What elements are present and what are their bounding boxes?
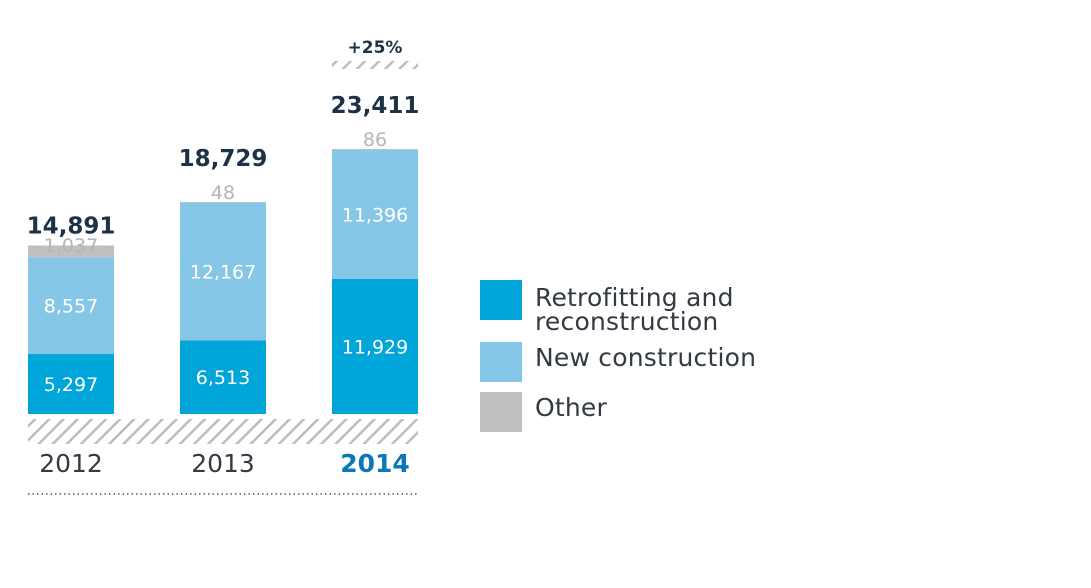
baseline-hatch-band (28, 419, 418, 444)
legend-swatch-retrofit (480, 280, 522, 320)
bar-new-2014 (332, 149, 418, 279)
value-label-new-2013: 12,167 (190, 261, 256, 283)
value-label-retrofit-2012: 5,297 (44, 374, 98, 396)
legend-item-retrofit: Retrofitting and reconstruction (480, 280, 840, 334)
value-label-retrofit-2013: 6,513 (196, 367, 250, 389)
category-label-2014: 2014 (340, 449, 410, 478)
growth-annotation-hatch (332, 61, 418, 69)
bar-other-2013 (180, 202, 266, 203)
legend: Retrofitting and reconstruction New cons… (480, 280, 840, 442)
total-label-2014: 23,411 (331, 93, 420, 119)
legend-label-retrofit-line1: Retrofitting and (535, 283, 734, 312)
bars-layer (28, 61, 418, 495)
total-label-2012: 14,891 (27, 213, 116, 239)
value-label-retrofit-2014: 11,929 (342, 336, 408, 358)
legend-item-other: Other (480, 392, 840, 432)
bar-other-2014 (332, 149, 418, 150)
bar-retrofit-2013 (180, 340, 266, 414)
total-label-2013: 18,729 (179, 146, 268, 172)
bar-retrofit-2012 (28, 354, 114, 414)
category-label-2012: 2012 (39, 449, 103, 478)
category-label-2013: 2013 (191, 449, 255, 478)
legend-swatch-other (480, 392, 522, 432)
value-label-new-2014: 11,396 (342, 204, 408, 226)
value-label-other-2013: 48 (211, 182, 235, 204)
legend-label-other: Other (535, 393, 607, 422)
value-label-other-2014: 86 (363, 129, 387, 151)
legend-label-retrofit-line2: reconstruction (535, 307, 719, 336)
bar-retrofit-2014 (332, 278, 418, 414)
legend-swatch-new (480, 342, 522, 382)
bar-new-2013 (180, 202, 266, 341)
value-label-new-2012: 8,557 (44, 296, 98, 318)
growth-annotation: +25% (348, 38, 403, 58)
legend-label-new: New construction (535, 343, 757, 372)
value-label-other-2012: 1,037 (44, 235, 98, 257)
legend-label-retrofit: Retrofitting and reconstruction (535, 283, 825, 336)
legend-item-new: New construction (480, 342, 840, 382)
bar-new-2012 (28, 257, 114, 355)
bar-other-2012 (28, 245, 114, 258)
